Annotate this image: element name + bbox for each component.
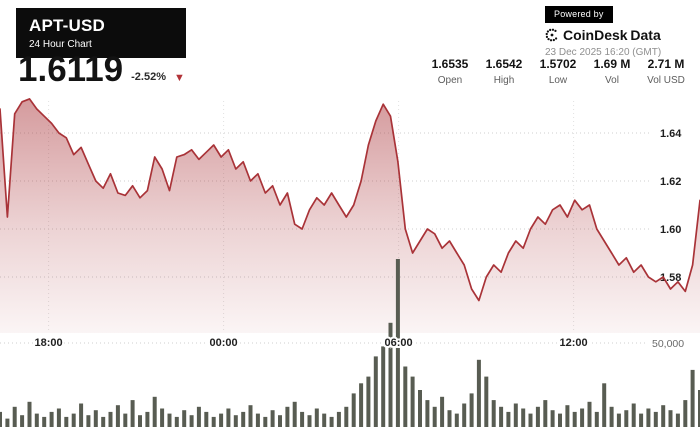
stat-low: 1.5702 Low [538,57,578,86]
symbol-header: APT-USD 24 Hour Chart [16,8,186,58]
price-block: 1.6119 -2.52% ▼ [18,52,185,87]
stat-volume: 1.69 M Vol [592,57,632,86]
stat-volume-usd: 2.71 M Vol USD [646,57,686,86]
stat-open: 1.6535 Open [430,57,470,86]
price-down-arrow-icon: ▼ [173,72,185,84]
stat-high: 1.6542 High [484,57,524,86]
stat-label: Open [437,75,463,86]
stat-value: 1.6542 [485,57,523,71]
svg-text:06:00: 06:00 [385,337,413,349]
symbol-title: APT-USD [29,16,106,35]
stats-row: 1.6535 Open 1.6542 High 1.5702 Low 1.69 … [430,57,686,86]
svg-text:00:00: 00:00 [210,337,238,349]
coindesk-data-logo[interactable]: CoinDesk Data [545,27,697,43]
stat-label: Vol USD [647,75,685,86]
stat-value: 2.71 M [647,57,685,71]
current-price: 1.6119 [18,50,124,89]
stat-value: 1.5702 [539,57,577,71]
stat-value: 1.6535 [431,57,469,71]
stat-value: 1.69 M [593,57,631,71]
chart-subtitle: 24 Hour Chart [29,39,92,50]
stat-label: High [493,75,515,86]
brand-name: CoinDesk Data [563,27,661,43]
svg-text:50,000: 50,000 [652,338,684,350]
stat-label: Low [548,75,568,86]
svg-text:12:00: 12:00 [560,337,588,349]
svg-text:1.60: 1.60 [660,224,681,236]
stat-label: Vol [605,75,619,86]
price-change: -2.52% [131,71,166,83]
svg-text:1.62: 1.62 [660,176,681,188]
svg-text:1.64: 1.64 [660,128,682,140]
brand-block: Powered by CoinDesk Data 23 Dec 2025 16:… [545,4,697,58]
timestamp: 23 Dec 2025 16:20 (GMT) [545,47,662,58]
coindesk-logo-icon [545,28,559,42]
svg-text:18:00: 18:00 [35,337,63,349]
powered-by-badge: Powered by [545,6,613,23]
